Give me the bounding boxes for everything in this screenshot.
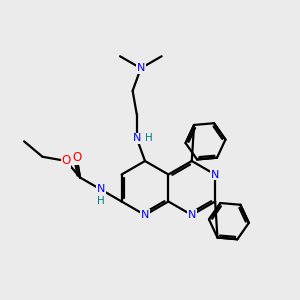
Text: N: N [188, 210, 196, 220]
Text: H: H [97, 196, 105, 206]
Text: N: N [141, 210, 149, 220]
Text: O: O [61, 154, 71, 167]
Text: N: N [136, 63, 145, 73]
Text: N: N [97, 184, 105, 194]
Text: H: H [145, 134, 153, 143]
Text: N: N [211, 169, 219, 179]
Text: N: N [133, 134, 141, 143]
Text: O: O [72, 151, 81, 164]
